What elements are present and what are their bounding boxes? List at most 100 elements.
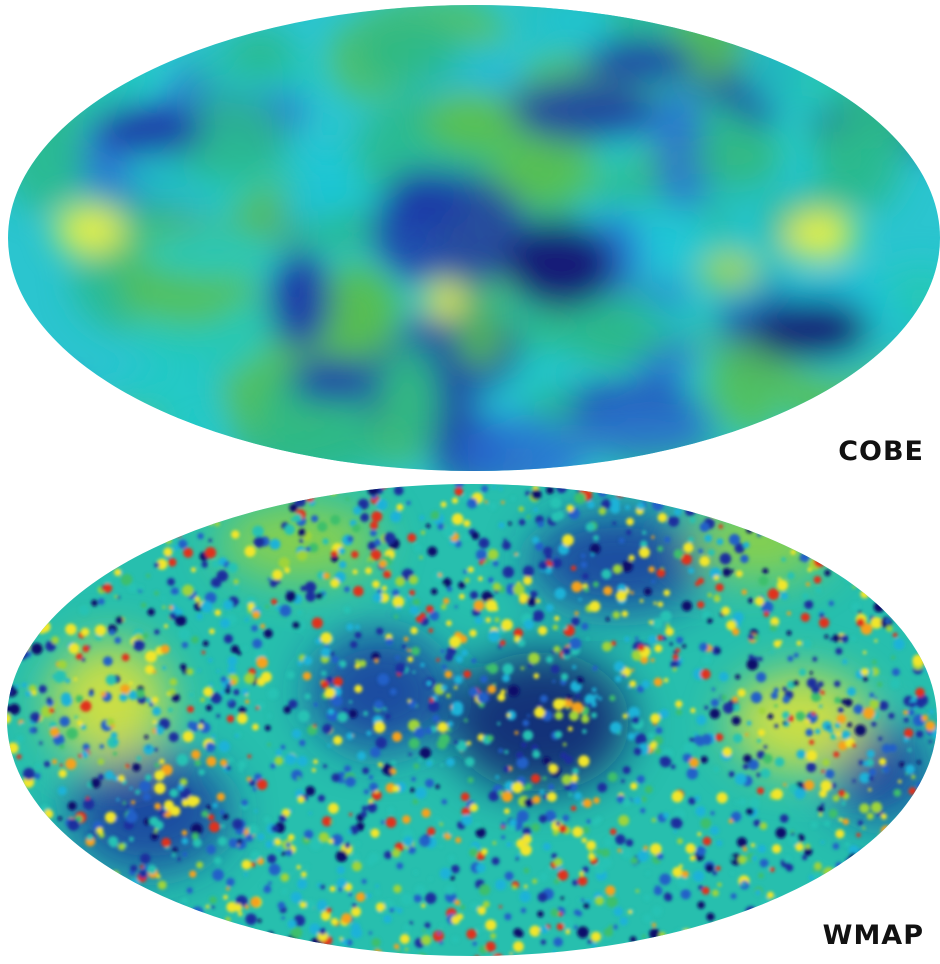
wmap-speckle — [623, 485, 635, 497]
wmap-speckle — [446, 586, 453, 592]
wmap-speckle — [392, 731, 402, 742]
wmap-speckle — [692, 870, 705, 883]
wmap-speckle — [792, 680, 799, 686]
wmap-speckle — [297, 796, 305, 804]
wmap-speckle — [633, 747, 643, 756]
wmap-speckle — [851, 893, 858, 900]
wmap-speckle — [770, 691, 779, 700]
wmap-speckle — [746, 807, 754, 816]
wmap-speckle — [96, 928, 101, 933]
wmap-speckle — [114, 568, 122, 576]
wmap-speckle — [102, 656, 113, 667]
wmap-speckle — [90, 919, 101, 930]
wmap-speckle — [902, 597, 914, 609]
wmap-speckle — [182, 851, 188, 857]
wmap-speckle — [147, 608, 155, 616]
wmap-speckle — [590, 553, 595, 557]
wmap-speckle — [563, 625, 568, 630]
wmap-speckle — [267, 931, 274, 938]
wmap-speckle — [196, 489, 209, 502]
wmap-speckle — [75, 652, 83, 660]
wmap-speckle — [682, 753, 692, 763]
cobe-label: COBE — [838, 436, 924, 467]
wmap-speckle — [906, 566, 914, 575]
wmap-speckle — [689, 855, 696, 862]
wmap-speckle — [809, 739, 815, 745]
wmap-speckle — [920, 531, 932, 544]
wmap-speckle — [900, 618, 905, 623]
wmap-speckle — [285, 753, 297, 765]
wmap-speckle — [849, 881, 859, 891]
wmap-speckle — [361, 879, 367, 884]
wmap-speckle — [7, 673, 12, 681]
wmap-speckle — [737, 688, 746, 698]
wmap-speckle — [454, 484, 465, 488]
wmap-speckle — [237, 838, 243, 845]
wmap-speckle — [869, 873, 873, 878]
wmap-speckle — [357, 751, 366, 761]
wmap-speckle — [805, 728, 814, 737]
wmap-speckle — [501, 619, 513, 631]
wmap-speckle — [807, 512, 815, 520]
wmap-speckle — [669, 642, 673, 646]
wmap-speckle — [133, 639, 145, 651]
wmap-speckle — [866, 812, 874, 820]
cobe-spot — [750, 300, 870, 360]
wmap-speckle — [209, 682, 213, 686]
wmap-speckle — [621, 949, 629, 956]
wmap-speckle — [715, 583, 724, 592]
wmap-speckle — [844, 698, 853, 707]
wmap-speckle — [844, 841, 851, 847]
wmap-speckle — [782, 721, 787, 725]
wmap-speckle — [605, 885, 616, 896]
wmap-speckle — [12, 582, 18, 588]
wmap-speckle — [39, 741, 43, 745]
wmap-speckle — [736, 621, 742, 627]
wmap-speckle — [227, 656, 238, 667]
wmap-speckle — [344, 842, 351, 849]
wmap-speckle — [82, 743, 90, 751]
wmap-speckle — [694, 732, 698, 736]
wmap-speckle — [252, 941, 256, 945]
wmap-speckle — [866, 515, 875, 524]
wmap-speckle — [878, 700, 889, 711]
wmap-speckle — [271, 598, 278, 605]
wmap-speckle — [75, 695, 84, 703]
wmap-speckle — [558, 824, 568, 833]
wmap-speckle — [688, 958, 692, 962]
wmap-speckle — [663, 589, 671, 597]
wmap-speckle — [216, 714, 220, 718]
wmap-speckle — [333, 735, 343, 745]
wmap-speckle — [495, 775, 500, 780]
wmap-speckle — [289, 503, 298, 513]
wmap-speckle — [873, 883, 883, 894]
wmap-speckle — [706, 912, 715, 921]
wmap-speckle — [247, 754, 252, 759]
wmap-speckle — [845, 857, 853, 865]
wmap-speckle — [635, 889, 640, 893]
wmap-speckle — [537, 892, 548, 903]
wmap-speckle — [104, 770, 114, 780]
wmap-speckle — [928, 524, 933, 529]
wmap-speckle — [55, 484, 66, 495]
wmap-speckle — [191, 567, 196, 573]
wmap-speckle — [451, 497, 459, 504]
wmap-speckle — [196, 861, 204, 869]
cobe-blob — [23, 422, 92, 463]
wmap-speckle — [430, 588, 438, 595]
wmap-speckle — [156, 919, 165, 928]
wmap-speckle — [657, 512, 668, 523]
wmap-speckle — [577, 876, 588, 886]
wmap-speckle — [628, 554, 635, 561]
wmap-speckle — [323, 572, 330, 580]
wmap-speckle — [10, 612, 18, 621]
wmap-speckle — [840, 698, 846, 705]
wmap-speckle — [581, 837, 587, 843]
wmap-speckle — [96, 827, 104, 835]
wmap-speckle — [521, 742, 527, 748]
wmap-speckle — [26, 907, 38, 918]
wmap-speckle — [909, 701, 916, 708]
wmap-speckle — [566, 504, 574, 512]
wmap-speckle — [124, 519, 134, 529]
wmap-speckle — [250, 896, 261, 908]
